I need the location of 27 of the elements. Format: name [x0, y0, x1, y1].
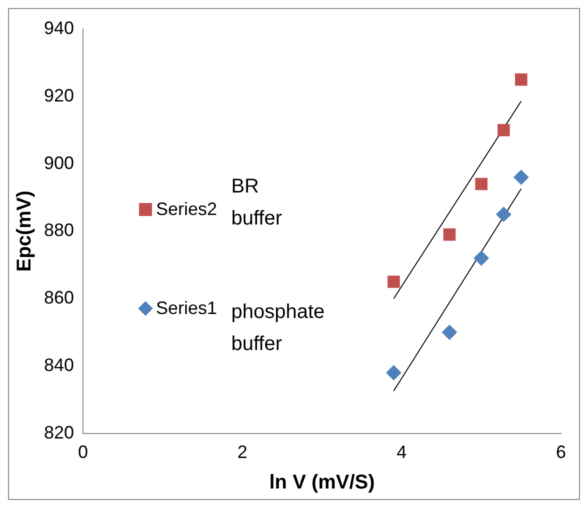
point [443, 228, 456, 241]
x-tick-label: 0 [78, 442, 88, 462]
point [442, 324, 457, 340]
annotation: phosphate buffer [231, 300, 325, 355]
y-tick-label: 840 [44, 354, 74, 375]
y-tick-label: 920 [44, 85, 74, 106]
x-axis-title: ln V (mV/S) [269, 472, 375, 494]
annotation: BR buffer [231, 175, 282, 230]
x-tick-label: 4 [396, 442, 407, 462]
x-tick-label: 2 [237, 442, 248, 462]
point [475, 178, 488, 190]
point [474, 250, 489, 266]
point [496, 206, 512, 222]
point [514, 170, 529, 185]
legend-label: Series1 [156, 298, 218, 319]
point [497, 124, 510, 136]
y-tick-label: 880 [44, 220, 74, 240]
y-axis-title: Epc(mV) [14, 190, 36, 272]
x-tick-label: 6 [556, 442, 566, 462]
legend-label: Series2 [156, 199, 218, 220]
y-tick-label: 900 [44, 152, 74, 173]
point [515, 73, 528, 86]
point [386, 365, 402, 380]
y-tick-label: 820 [44, 422, 74, 442]
y-tick-label: 940 [44, 18, 74, 38]
y-tick-label: 860 [44, 288, 74, 308]
point [388, 276, 400, 288]
